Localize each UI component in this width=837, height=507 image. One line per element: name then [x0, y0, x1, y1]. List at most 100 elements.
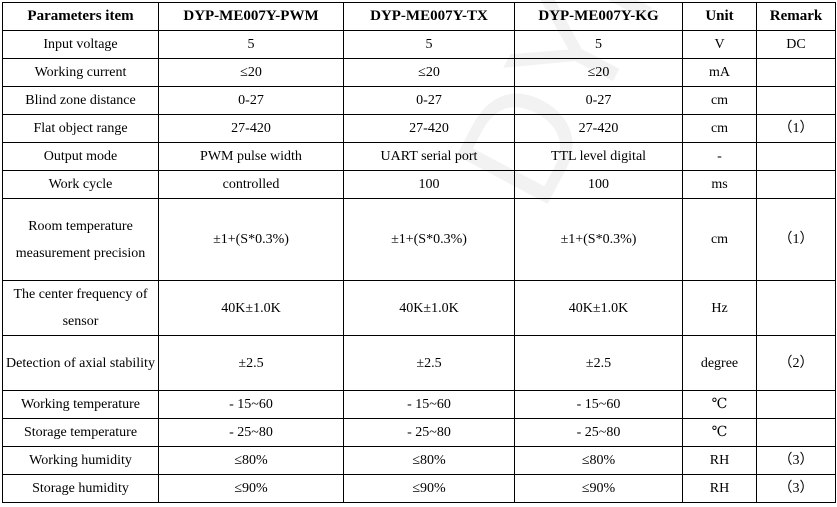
- unit-cell: ℃: [682, 390, 757, 419]
- table-row: Working temperature - 15~60 - 15~60 - 15…: [2, 390, 836, 419]
- unit-cell: cm: [682, 198, 757, 281]
- param-cell: Flat object range: [2, 114, 159, 143]
- tx-cell: ±2.5: [343, 335, 515, 391]
- pwm-cell: ≤80%: [158, 446, 344, 475]
- kg-cell: ±1+(S*0.3%): [514, 198, 683, 281]
- unit-cell: -: [682, 142, 757, 171]
- param-cell: Working humidity: [2, 446, 159, 475]
- unit-cell: V: [682, 30, 757, 59]
- unit-cell: ms: [682, 170, 757, 199]
- remark-cell: （2）: [756, 335, 836, 391]
- unit-cell: RH: [682, 446, 757, 475]
- tx-cell: 0-27: [343, 86, 515, 115]
- kg-cell: - 15~60: [514, 390, 683, 419]
- param-cell: Working current: [2, 58, 159, 87]
- remark-cell: [756, 280, 836, 336]
- kg-cell: TTL level digital: [514, 142, 683, 171]
- pwm-cell: 40K±1.0K: [158, 280, 344, 336]
- kg-cell: 5: [514, 30, 683, 59]
- tx-cell: ≤20: [343, 58, 515, 87]
- pwm-cell: 5: [158, 30, 344, 59]
- tx-cell: 5: [343, 30, 515, 59]
- pwm-cell: ±2.5: [158, 335, 344, 391]
- pwm-cell: ≤90%: [158, 474, 344, 503]
- tx-cell: ≤90%: [343, 474, 515, 503]
- param-cell: Work cycle: [2, 170, 159, 199]
- remark-cell: （1）: [756, 198, 836, 281]
- table-row: Input voltage 5 5 5 V DC: [2, 30, 836, 59]
- table-row: Flat object range 27-420 27-420 27-420 c…: [2, 114, 836, 143]
- pwm-cell: controlled: [158, 170, 344, 199]
- unit-cell: RH: [682, 474, 757, 503]
- kg-cell: ≤90%: [514, 474, 683, 503]
- tx-cell: UART serial port: [343, 142, 515, 171]
- header-remark: Remark: [756, 2, 836, 31]
- table-row: Working humidity ≤80% ≤80% ≤80% RH （3）: [2, 446, 836, 475]
- param-cell: Room temperature measurement precision: [2, 198, 159, 281]
- table-row: Blind zone distance 0-27 0-27 0-27 cm: [2, 86, 836, 115]
- unit-cell: mA: [682, 58, 757, 87]
- param-cell: Detection of axial stability: [2, 335, 159, 391]
- remark-cell: [756, 86, 836, 115]
- param-cell: Storage humidity: [2, 474, 159, 503]
- tx-cell: ±1+(S*0.3%): [343, 198, 515, 281]
- tx-cell: 100: [343, 170, 515, 199]
- remark-cell: [756, 142, 836, 171]
- pwm-cell: 0-27: [158, 86, 344, 115]
- kg-cell: ≤80%: [514, 446, 683, 475]
- pwm-cell: PWM pulse width: [158, 142, 344, 171]
- table-row: Room temperature measurement precision ±…: [2, 198, 836, 281]
- tx-cell: - 25~80: [343, 418, 515, 447]
- header-row: Parameters item DYP-ME007Y-PWM DYP-ME007…: [2, 2, 836, 31]
- table-row: The center frequency of sensor 40K±1.0K …: [2, 280, 836, 336]
- param-cell: Input voltage: [2, 30, 159, 59]
- remark-cell: （3）: [756, 446, 836, 475]
- unit-cell: degree: [682, 335, 757, 391]
- header-unit: Unit: [682, 2, 757, 31]
- table-row: Detection of axial stability ±2.5 ±2.5 ±…: [2, 335, 836, 391]
- header-parameters-item: Parameters item: [2, 2, 159, 31]
- table-row: Working current ≤20 ≤20 ≤20 mA: [2, 58, 836, 87]
- tx-cell: ≤80%: [343, 446, 515, 475]
- header-tx: DYP-ME007Y-TX: [343, 2, 515, 31]
- remark-cell: [756, 58, 836, 87]
- remark-cell: （1）: [756, 114, 836, 143]
- kg-cell: ≤20: [514, 58, 683, 87]
- pwm-cell: 27-420: [158, 114, 344, 143]
- table-row: Storage temperature - 25~80 - 25~80 - 25…: [2, 418, 836, 447]
- pwm-cell: - 25~80: [158, 418, 344, 447]
- tx-cell: 27-420: [343, 114, 515, 143]
- unit-cell: ℃: [682, 418, 757, 447]
- header-pwm: DYP-ME007Y-PWM: [158, 2, 344, 31]
- header-kg: DYP-ME007Y-KG: [514, 2, 683, 31]
- remark-cell: （3）: [756, 474, 836, 503]
- kg-cell: - 25~80: [514, 418, 683, 447]
- param-cell: Storage temperature: [2, 418, 159, 447]
- table-row: Work cycle controlled 100 100 ms: [2, 170, 836, 199]
- pwm-cell: ≤20: [158, 58, 344, 87]
- remark-cell: [756, 418, 836, 447]
- remark-cell: [756, 170, 836, 199]
- pwm-cell: - 15~60: [158, 390, 344, 419]
- kg-cell: 27-420: [514, 114, 683, 143]
- param-cell: Blind zone distance: [2, 86, 159, 115]
- unit-cell: Hz: [682, 280, 757, 336]
- kg-cell: 0-27: [514, 86, 683, 115]
- table-row: Output mode PWM pulse width UART serial …: [2, 142, 836, 171]
- kg-cell: ±2.5: [514, 335, 683, 391]
- tx-cell: - 15~60: [343, 390, 515, 419]
- pwm-cell: ±1+(S*0.3%): [158, 198, 344, 281]
- param-cell: Output mode: [2, 142, 159, 171]
- param-cell: The center frequency of sensor: [2, 280, 159, 336]
- remark-cell: [756, 390, 836, 419]
- param-cell: Working temperature: [2, 390, 159, 419]
- tx-cell: 40K±1.0K: [343, 280, 515, 336]
- kg-cell: 40K±1.0K: [514, 280, 683, 336]
- table-row: Storage humidity ≤90% ≤90% ≤90% RH （3）: [2, 474, 836, 503]
- unit-cell: cm: [682, 86, 757, 115]
- unit-cell: cm: [682, 114, 757, 143]
- remark-cell: DC: [756, 30, 836, 59]
- kg-cell: 100: [514, 170, 683, 199]
